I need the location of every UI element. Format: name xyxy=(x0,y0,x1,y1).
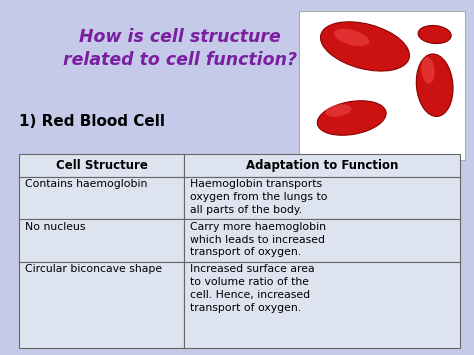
Ellipse shape xyxy=(334,29,369,46)
Text: No nucleus: No nucleus xyxy=(25,222,85,232)
Ellipse shape xyxy=(421,57,435,84)
Text: Haemoglobin transports
oxygen from the lungs to
all parts of the body.: Haemoglobin transports oxygen from the l… xyxy=(190,179,328,215)
Text: Increased surface area
to volume ratio of the
cell. Hence, increased
transport o: Increased surface area to volume ratio o… xyxy=(190,264,315,313)
Text: Circular biconcave shape: Circular biconcave shape xyxy=(25,264,162,274)
Text: Contains haemoglobin: Contains haemoglobin xyxy=(25,179,147,189)
Ellipse shape xyxy=(325,104,352,117)
Text: 1) Red Blood Cell: 1) Red Blood Cell xyxy=(19,114,165,129)
Ellipse shape xyxy=(418,26,451,44)
FancyBboxPatch shape xyxy=(184,154,460,177)
FancyBboxPatch shape xyxy=(184,219,460,262)
FancyBboxPatch shape xyxy=(299,11,465,160)
Text: Carry more haemoglobin
which leads to increased
transport of oxygen.: Carry more haemoglobin which leads to in… xyxy=(190,222,326,257)
FancyBboxPatch shape xyxy=(19,154,184,177)
FancyBboxPatch shape xyxy=(19,177,184,219)
Ellipse shape xyxy=(317,101,386,135)
Text: Cell Structure: Cell Structure xyxy=(55,159,147,172)
FancyBboxPatch shape xyxy=(19,219,184,262)
FancyBboxPatch shape xyxy=(19,262,184,348)
FancyBboxPatch shape xyxy=(184,262,460,348)
Ellipse shape xyxy=(416,54,453,116)
Text: How is cell structure
related to cell function?: How is cell structure related to cell fu… xyxy=(63,28,297,69)
Ellipse shape xyxy=(320,22,410,71)
Text: Adaptation to Function: Adaptation to Function xyxy=(246,159,398,172)
FancyBboxPatch shape xyxy=(184,177,460,219)
